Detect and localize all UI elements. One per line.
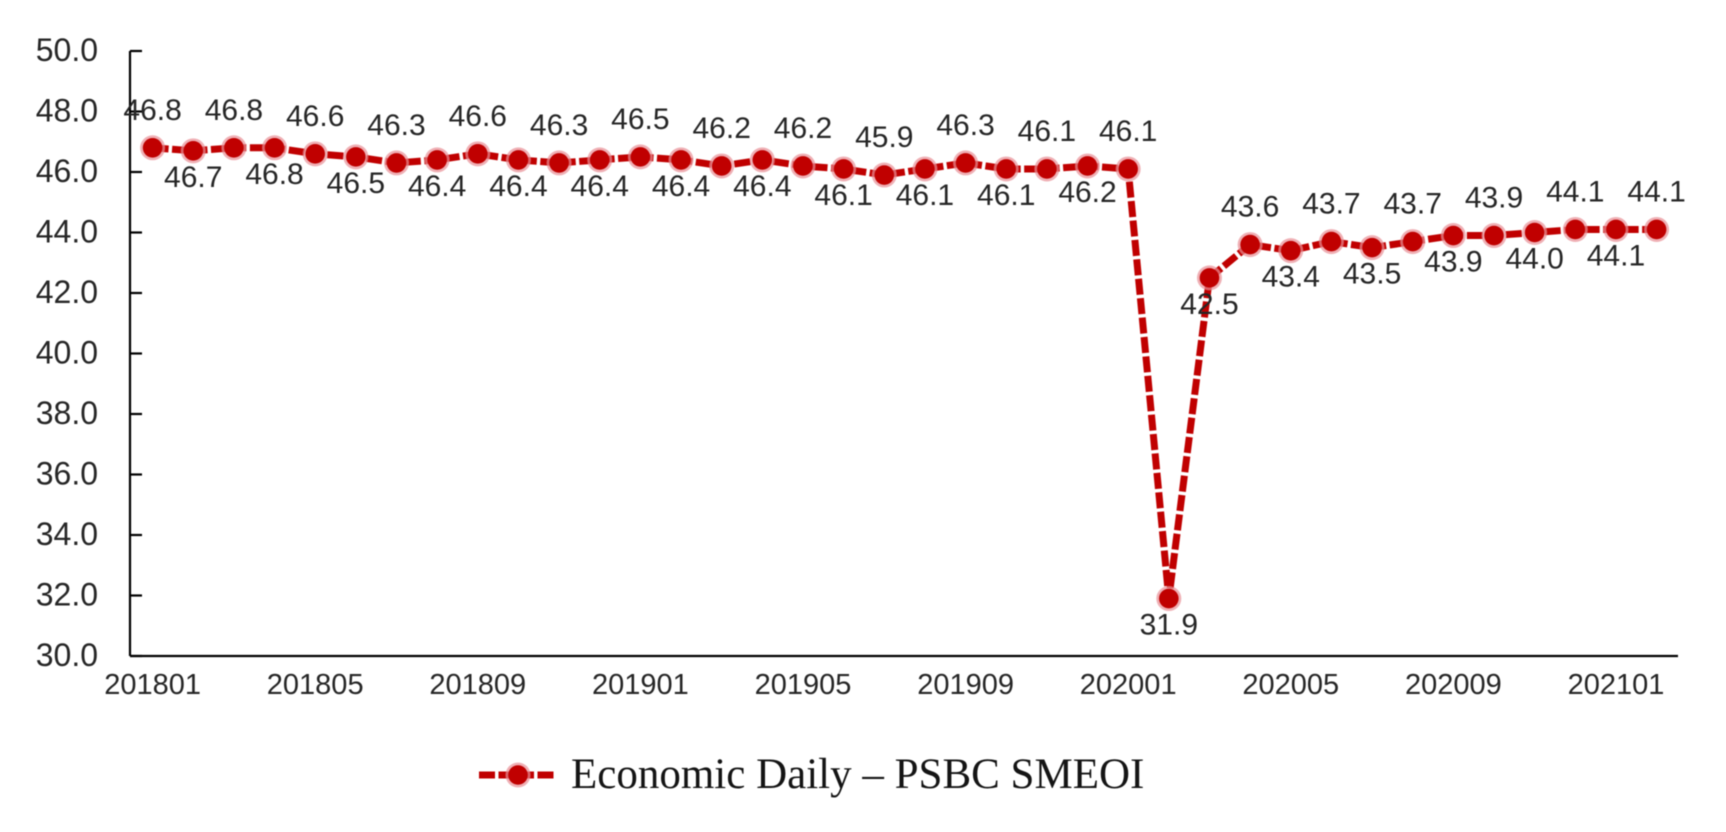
svg-text:43.4: 43.4 [1262,261,1320,294]
svg-text:46.6: 46.6 [449,100,507,133]
svg-text:44.0: 44.0 [36,214,98,250]
svg-text:43.9: 43.9 [1465,182,1523,215]
svg-text:40.0: 40.0 [36,335,98,371]
svg-text:42.0: 42.0 [36,274,98,310]
svg-text:46.2: 46.2 [692,112,750,145]
svg-text:43.7: 43.7 [1384,188,1442,221]
svg-text:46.5: 46.5 [611,103,669,136]
svg-text:46.1: 46.1 [977,179,1035,212]
svg-text:46.4: 46.4 [489,170,547,203]
svg-text:46.7: 46.7 [164,161,222,194]
svg-text:43.6: 43.6 [1221,191,1279,224]
svg-text:43.7: 43.7 [1302,188,1360,221]
svg-text:46.1: 46.1 [896,179,954,212]
svg-text:201809: 201809 [429,669,526,701]
svg-text:45.9: 45.9 [855,121,913,154]
svg-text:44.1: 44.1 [1546,175,1604,208]
svg-text:31.9: 31.9 [1140,609,1198,642]
svg-text:36.0: 36.0 [36,456,98,492]
svg-text:46.3: 46.3 [530,109,588,142]
svg-text:202005: 202005 [1242,669,1339,701]
svg-text:46.4: 46.4 [571,170,629,203]
svg-text:46.8: 46.8 [245,158,303,191]
svg-text:32.0: 32.0 [36,577,98,613]
svg-text:201801: 201801 [104,669,201,701]
svg-text:42.5: 42.5 [1180,288,1238,321]
svg-text:50.0: 50.0 [36,32,98,68]
svg-text:44.1: 44.1 [1627,175,1685,208]
svg-text:46.6: 46.6 [286,100,344,133]
svg-text:43.5: 43.5 [1343,258,1401,291]
svg-text:44.0: 44.0 [1505,243,1563,276]
svg-text:202101: 202101 [1568,669,1665,701]
svg-text:201909: 201909 [917,669,1014,701]
svg-text:202009: 202009 [1405,669,1502,701]
svg-text:46.8: 46.8 [205,94,263,127]
svg-text:46.4: 46.4 [652,170,710,203]
svg-text:46.2: 46.2 [1058,176,1116,209]
svg-text:38.0: 38.0 [36,395,98,431]
svg-text:48.0: 48.0 [36,93,98,129]
svg-text:Economic Daily – PSBC SMEOI: Economic Daily – PSBC SMEOI [571,751,1144,798]
svg-text:201805: 201805 [267,669,364,701]
svg-text:46.3: 46.3 [936,109,994,142]
svg-text:43.9: 43.9 [1424,246,1482,279]
svg-text:46.5: 46.5 [327,167,385,200]
svg-text:30.0: 30.0 [36,637,98,673]
svg-text:46.2: 46.2 [774,112,832,145]
svg-text:201905: 201905 [755,669,852,701]
svg-text:46.4: 46.4 [733,170,791,203]
svg-text:44.1: 44.1 [1587,239,1645,272]
svg-text:201901: 201901 [592,669,689,701]
svg-text:202001: 202001 [1080,669,1177,701]
svg-text:34.0: 34.0 [36,516,98,552]
svg-text:46.1: 46.1 [814,179,872,212]
svg-text:46.1: 46.1 [1018,115,1076,148]
svg-text:46.4: 46.4 [408,170,466,203]
svg-text:46.3: 46.3 [367,109,425,142]
svg-text:46.0: 46.0 [36,153,98,189]
svg-text:46.1: 46.1 [1099,115,1157,148]
svg-text:46.8: 46.8 [123,94,181,127]
